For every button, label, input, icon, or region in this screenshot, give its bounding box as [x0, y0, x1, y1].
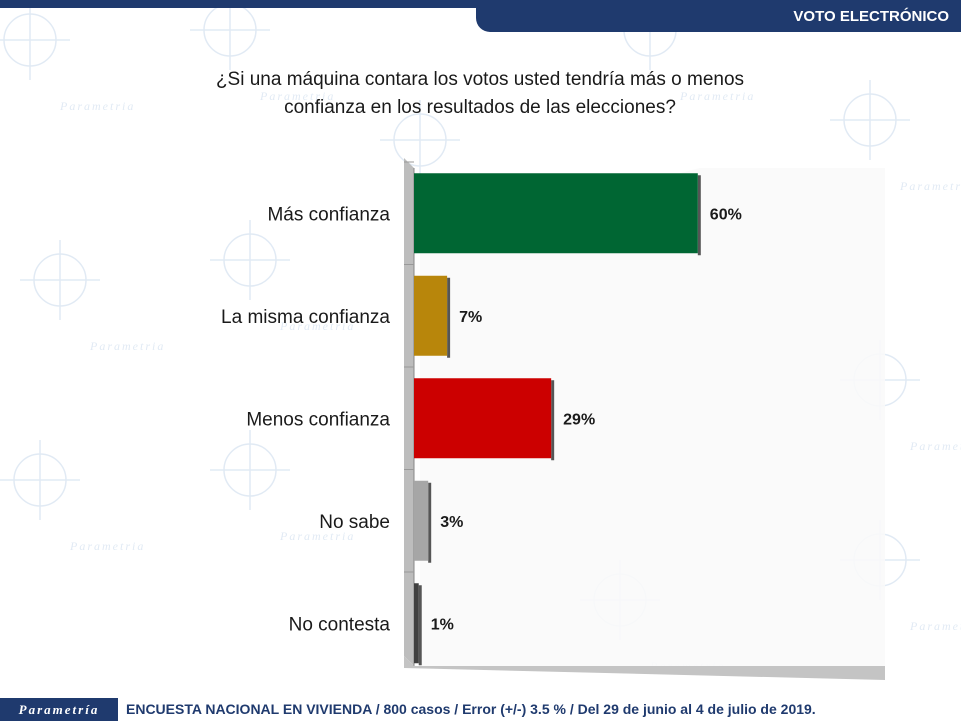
section-title-tab: VOTO ELECTRÓNICO: [476, 0, 961, 32]
chart-backdrop: [420, 168, 885, 666]
watermark-text: Parametria: [909, 439, 961, 453]
chart-floor: [404, 656, 885, 680]
watermark-text: Parametria: [259, 89, 335, 103]
watermark-text: Parametria: [279, 529, 355, 543]
brand-name: Parametría: [18, 701, 100, 717]
watermark-motif: Parametria: [20, 240, 165, 353]
category-label: Menos confianza: [246, 409, 390, 430]
watermark-motif: Parametria: [830, 80, 961, 193]
watermark-motif: Parametria: [210, 220, 355, 333]
bar-la-misma-confianza: [414, 275, 448, 356]
chart-side-wall: [404, 158, 414, 666]
bar-depth: [418, 585, 422, 666]
watermark-motif: Parametria: [210, 430, 355, 543]
bar-depth: [428, 482, 432, 563]
bar-menos-confianza: [414, 378, 552, 459]
brand-logo: Parametría: [0, 698, 118, 721]
value-label: 29%: [563, 411, 595, 428]
question-line-1: ¿Si una máquina contara los votos usted …: [215, 69, 745, 90]
bar-más-confianza: [414, 173, 698, 254]
category-label: No contesta: [289, 614, 391, 635]
watermark-text: Parametria: [909, 619, 961, 633]
footer: Parametría ENCUESTA NACIONAL EN VIVIENDA…: [0, 698, 961, 721]
question-line-2: confianza en los resultados de las elecc…: [284, 97, 676, 118]
watermark-motif: Parametria: [190, 0, 335, 103]
survey-source-note: ENCUESTA NACIONAL EN VIVIENDA / 800 caso…: [126, 701, 816, 717]
category-label: No sabe: [319, 512, 390, 533]
value-label: 3%: [440, 514, 463, 531]
bar-depth: [551, 380, 555, 461]
watermark-text: Parametria: [279, 319, 355, 333]
section-title: VOTO ELECTRÓNICO: [793, 7, 949, 25]
value-label: 7%: [459, 309, 482, 326]
watermark-text: Parametria: [59, 99, 135, 113]
watermark-text: Parametria: [679, 89, 755, 103]
watermark-text: Parametria: [89, 339, 165, 353]
value-label: 1%: [431, 616, 454, 633]
watermark-text: Parametria: [69, 539, 145, 553]
category-label: Más confianza: [267, 204, 390, 225]
bar-no-contesta: [414, 583, 419, 664]
bar-depth: [697, 175, 701, 256]
watermark-text: Parametria: [899, 179, 961, 193]
value-label: 60%: [710, 206, 742, 223]
chart-question: ¿Si una máquina contara los votos usted …: [180, 66, 780, 122]
bar-no-sabe: [414, 480, 429, 561]
bar-depth: [447, 277, 451, 358]
category-label: La misma confianza: [221, 307, 390, 328]
watermark-motif: Parametria: [0, 0, 135, 113]
watermark-motif: Parametria: [0, 440, 145, 553]
